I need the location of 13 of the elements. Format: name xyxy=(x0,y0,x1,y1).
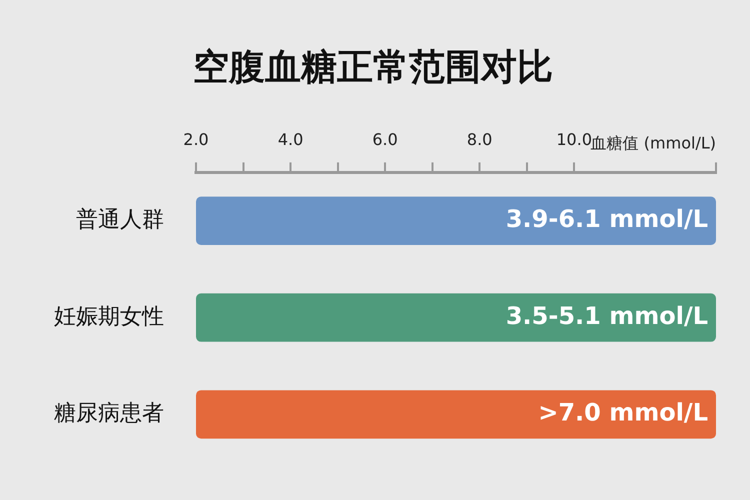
x-axis-title: 血糖值 (mmol/L) xyxy=(590,134,716,153)
x-tick-label: 8.0 xyxy=(466,130,492,149)
data-label: 3.5-5.1 mmol/L xyxy=(506,302,708,330)
x-tick-label: 4.0 xyxy=(278,130,304,149)
data-label: 3.9-6.1 mmol/L xyxy=(506,205,708,234)
x-tick-label: 6.0 xyxy=(372,130,398,149)
x-tick-label: 10.0 xyxy=(556,130,592,149)
y-tick-label: 普通人群 xyxy=(76,208,164,233)
x-tick-label: 2.0 xyxy=(183,130,209,149)
y-tick-label: 妊娠期女性 xyxy=(54,304,164,330)
y-tick-label: 糖尿病患者 xyxy=(54,401,164,426)
data-label: >7.0 mmol/L xyxy=(538,398,708,427)
chart-title: 空腹血糖正常范围对比 xyxy=(193,46,553,88)
